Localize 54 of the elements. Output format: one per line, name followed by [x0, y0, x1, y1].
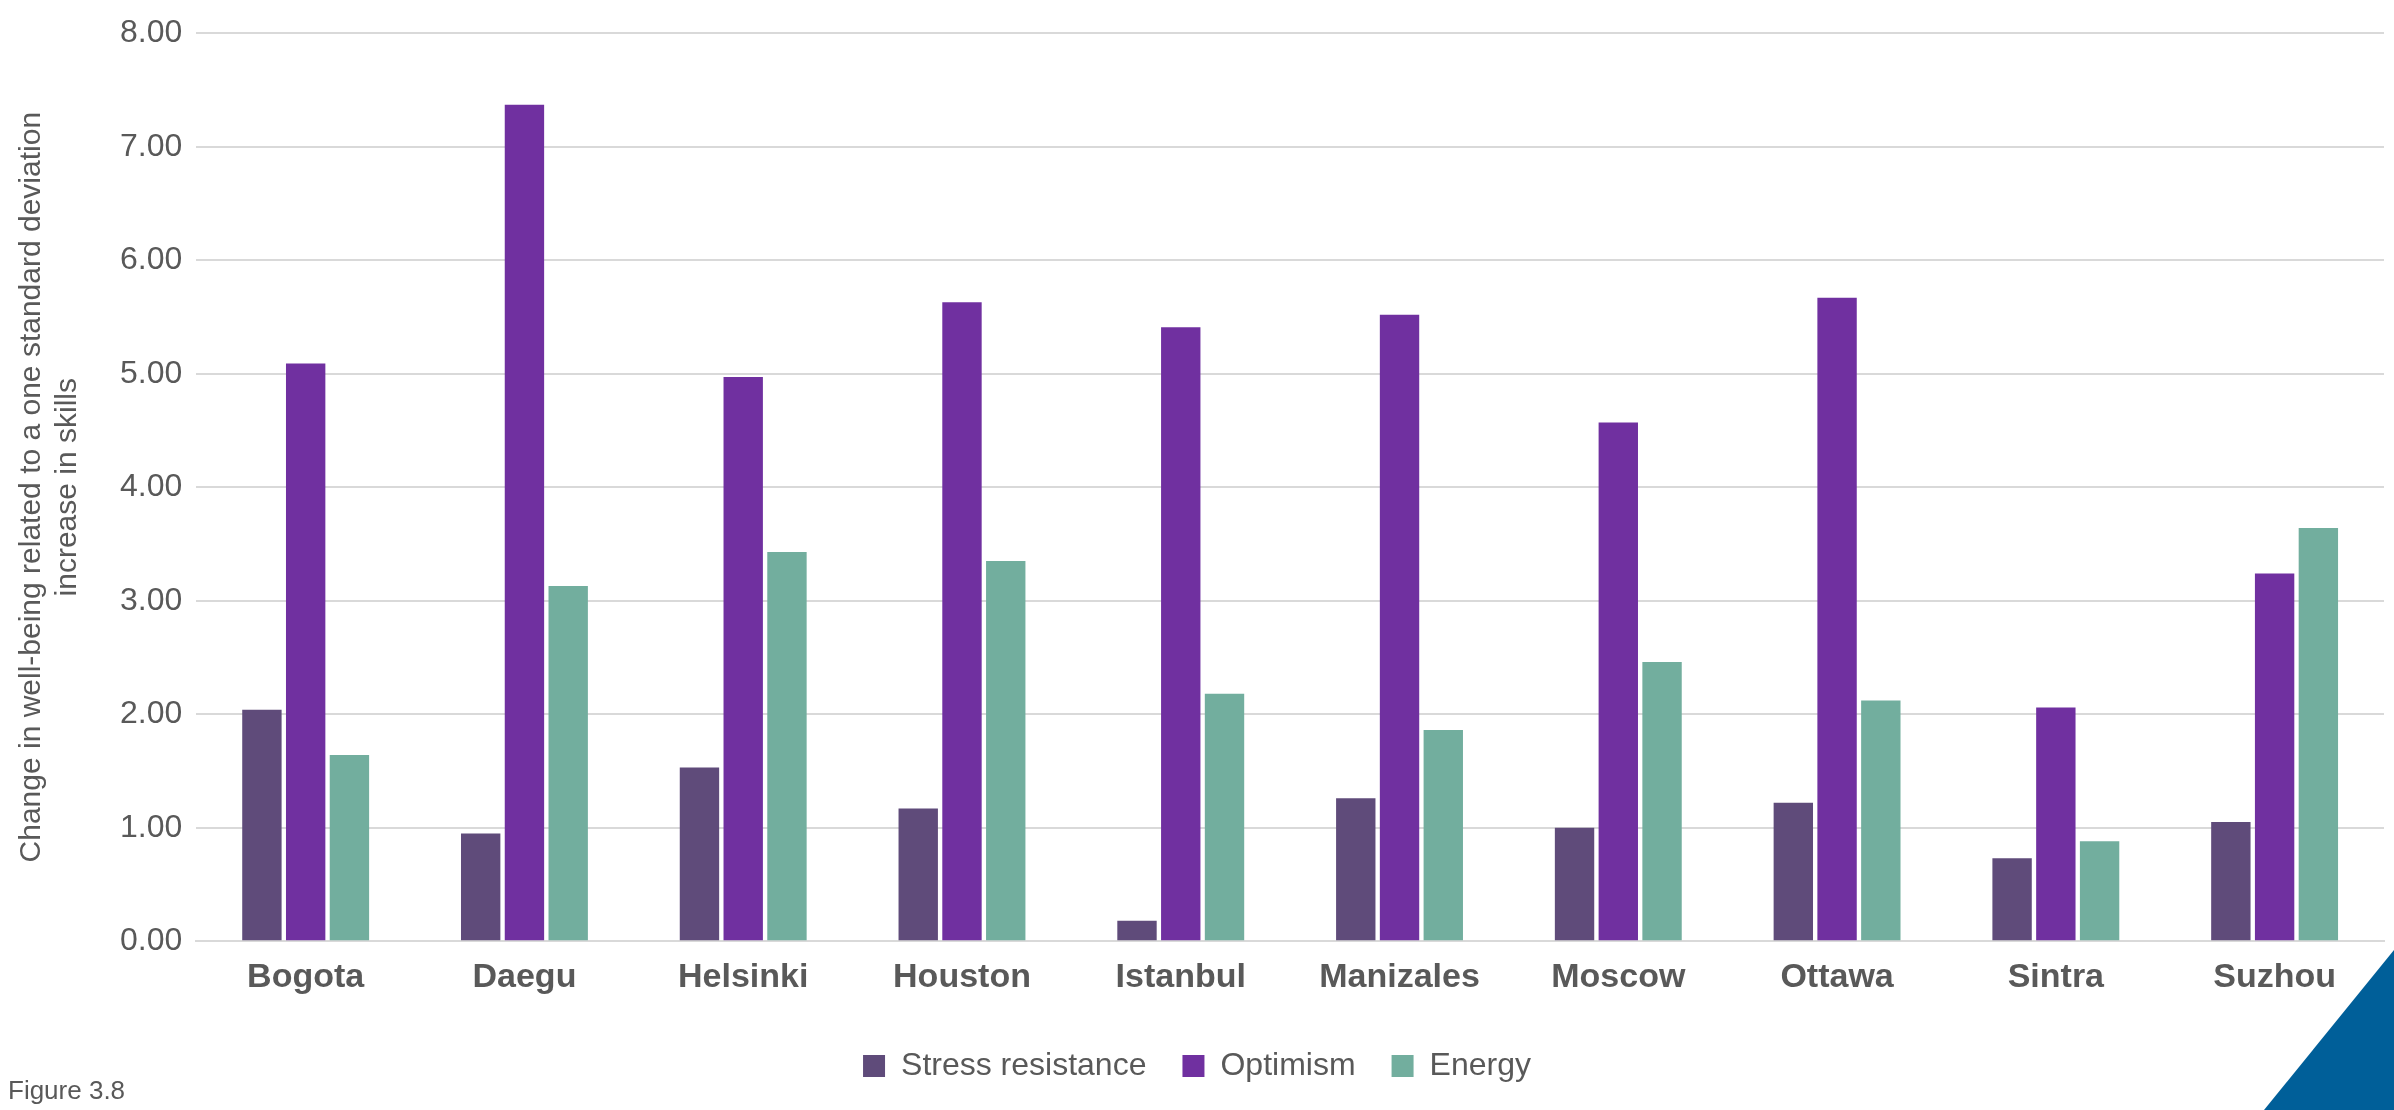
legend-label: Optimism [1220, 1045, 1356, 1082]
y-tick-label: 2.00 [120, 694, 183, 731]
x-tick-label: Helsinki [678, 955, 809, 994]
bar [1642, 661, 1682, 941]
x-tick-label: Moscow [1551, 955, 1686, 994]
bar [942, 302, 982, 941]
bar [1817, 297, 1857, 941]
x-tick-label: Suzhou [2213, 955, 2336, 994]
x-tick-label: Bogota [247, 955, 366, 994]
bar [1204, 693, 1245, 941]
caption: Figure 3.8 [8, 1075, 126, 1106]
x-tick-label: Sintra [2007, 955, 2106, 994]
bar [2298, 528, 2339, 941]
bar [767, 551, 807, 941]
bar [1161, 327, 1201, 941]
legend-label: Energy [1429, 1045, 1531, 1082]
bar [329, 755, 370, 941]
bar [504, 104, 545, 941]
bar [285, 363, 326, 941]
bar [2036, 707, 2076, 941]
x-tick-label: Houston [893, 955, 1031, 994]
bar [1379, 314, 1420, 941]
y-tick-label: 3.00 [120, 580, 183, 617]
y-tick-label: 0.00 [120, 921, 183, 958]
bar [242, 709, 282, 941]
bar [1336, 798, 1376, 941]
bar [898, 808, 938, 941]
y-tick-label: 1.00 [120, 807, 183, 844]
y-tick-label: 4.00 [120, 467, 183, 504]
y-axis-title: Change in well-being related to a one standard deviation increase in skills [13, 111, 83, 863]
x-tick-label: Manizales [1319, 955, 1480, 994]
bar [461, 833, 501, 941]
y-tick-label: 6.00 [120, 240, 183, 277]
bar [1992, 858, 2032, 941]
bar [1861, 700, 1901, 941]
bar [2211, 822, 2251, 941]
bar [1423, 730, 1463, 941]
bar [2254, 573, 2295, 941]
x-tick-label: Istanbul [1115, 955, 1246, 994]
y-tick-label: 7.00 [120, 126, 183, 163]
bar [1773, 802, 1814, 941]
bar [2079, 841, 2120, 941]
y-tick-label: 5.00 [120, 353, 183, 390]
y-tick-label: 8.00 [120, 13, 183, 50]
x-tick-label: Ottawa [1780, 955, 1895, 994]
bar [723, 377, 763, 941]
legend-label: Stress resistance [901, 1045, 1147, 1082]
bar [548, 585, 588, 941]
bar [679, 767, 720, 941]
bar [986, 560, 1026, 941]
bar [1554, 827, 1595, 941]
bar [1117, 920, 1157, 941]
bar [1598, 422, 1638, 941]
x-tick-label: Daegu [472, 955, 577, 994]
